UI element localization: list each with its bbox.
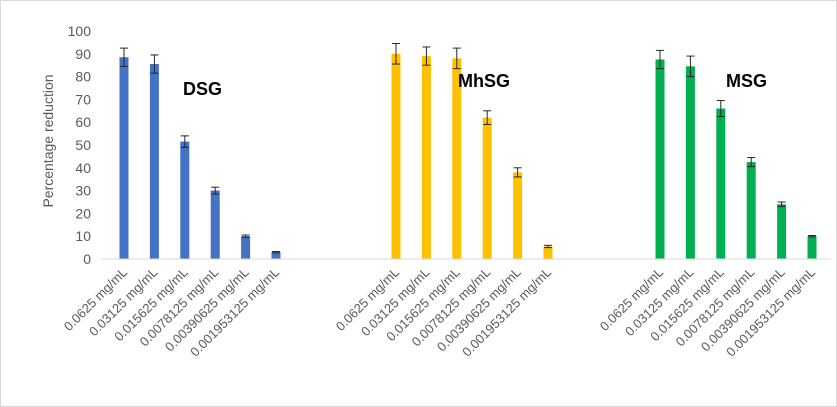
bar [513,172,523,259]
error-bar [180,135,189,148]
error-bar [686,55,695,78]
bar [807,236,817,259]
category-labels: 0.0625 mg/mL0.03125 mg/mL0.015625 mg/mL0… [61,265,818,360]
group-label: MSG [726,71,767,91]
y-tick-label: 80 [75,69,91,85]
error-bar [452,47,461,70]
y-tick-label: 20 [75,205,91,221]
error-bar [211,186,220,195]
y-tick-label: 90 [75,46,91,62]
group-label: DSG [183,79,222,99]
bar [716,108,726,260]
error-bar [483,110,492,125]
bar [482,117,492,259]
bar [180,141,190,259]
error-bar [241,234,250,238]
bar [777,204,787,259]
error-bar [150,54,159,74]
y-tick-label: 10 [75,228,91,244]
y-tick-label: 70 [75,91,91,107]
bar [391,53,401,259]
bar [149,64,159,259]
bar [271,252,281,259]
y-tick-label: 100 [68,23,92,39]
error-bar [656,49,664,70]
bars-layer [119,53,817,260]
y-tick-label: 0 [83,251,91,267]
bar [119,57,129,259]
error-bar [120,47,128,67]
error-bar [716,100,725,117]
y-tick-label: 50 [75,137,91,153]
error-bars-layer [120,43,816,254]
error-bar [544,244,552,249]
bar [421,56,431,259]
error-bar [777,201,786,208]
bar [685,66,695,259]
bar [241,236,251,259]
group-labels: DSG MhSG MSG [183,71,767,99]
y-tick-label: 40 [75,160,91,176]
bar [746,162,756,259]
bar [655,59,665,259]
bar [210,190,220,259]
bar [452,58,462,259]
error-bar [272,250,280,254]
error-bar [422,46,431,66]
error-bar [747,157,756,168]
error-bar [392,43,400,65]
y-axis-title: Percentage reduction [40,74,56,207]
bar [543,246,553,259]
y-axis-ticks: 0 10 20 30 40 50 60 70 80 90 100 [68,23,92,267]
y-tick-label: 30 [75,183,91,199]
group-label: MhSG [458,71,510,91]
error-bar [808,235,816,238]
y-tick-label: 60 [75,114,91,130]
error-bar [513,167,522,178]
